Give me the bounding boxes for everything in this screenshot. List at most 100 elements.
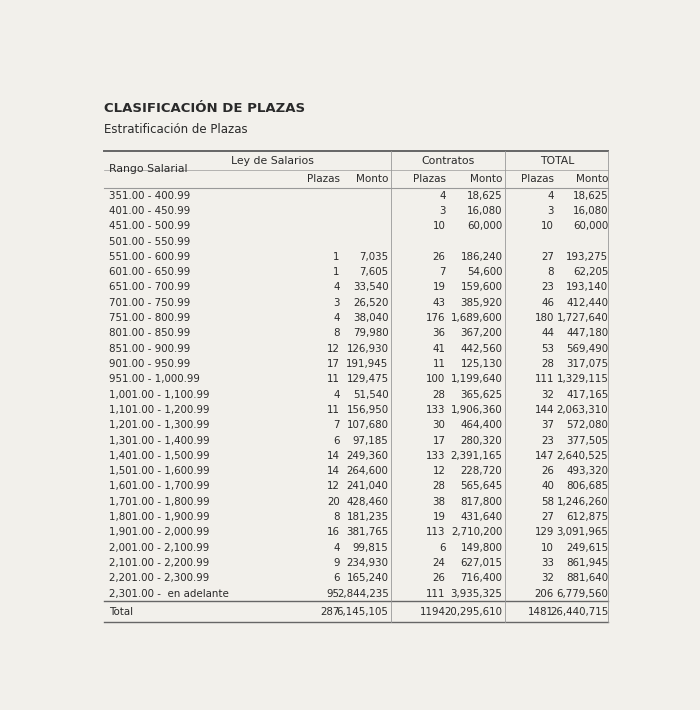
Text: Plazas: Plazas xyxy=(307,174,340,184)
Text: 249,615: 249,615 xyxy=(566,542,608,552)
Text: 23: 23 xyxy=(541,435,554,446)
Text: 16: 16 xyxy=(327,528,340,537)
Text: 32: 32 xyxy=(541,390,554,400)
Text: 14: 14 xyxy=(327,466,340,476)
Text: 11: 11 xyxy=(433,359,446,369)
Text: 3: 3 xyxy=(439,206,446,216)
Text: 901.00 - 950.99: 901.00 - 950.99 xyxy=(109,359,190,369)
Text: 367,200: 367,200 xyxy=(461,329,503,339)
Text: 3: 3 xyxy=(333,297,340,308)
Text: 234,930: 234,930 xyxy=(346,558,389,568)
Text: 806,685: 806,685 xyxy=(566,481,608,491)
Text: 572,080: 572,080 xyxy=(566,420,608,430)
Text: 249,360: 249,360 xyxy=(346,451,389,461)
Text: 801.00 - 850.99: 801.00 - 850.99 xyxy=(109,329,190,339)
Text: 33,540: 33,540 xyxy=(353,283,389,293)
Text: 1,101.00 - 1,200.99: 1,101.00 - 1,200.99 xyxy=(109,405,210,415)
Text: Ley de Salarios: Ley de Salarios xyxy=(230,155,314,165)
Text: 601.00 - 650.99: 601.00 - 650.99 xyxy=(109,267,190,277)
Text: 14: 14 xyxy=(327,451,340,461)
Text: 129,475: 129,475 xyxy=(346,374,389,384)
Text: 32: 32 xyxy=(541,573,554,584)
Text: CLASIFICACIÓN DE PLAZAS: CLASIFICACIÓN DE PLAZAS xyxy=(104,102,305,114)
Text: 38,040: 38,040 xyxy=(353,313,389,323)
Text: 10: 10 xyxy=(541,222,554,231)
Text: 1,801.00 - 1,900.99: 1,801.00 - 1,900.99 xyxy=(109,512,210,522)
Text: 287: 287 xyxy=(321,606,340,617)
Text: 6,145,105: 6,145,105 xyxy=(337,606,389,617)
Text: 20,295,610: 20,295,610 xyxy=(444,606,503,617)
Text: 612,875: 612,875 xyxy=(566,512,608,522)
Text: 3: 3 xyxy=(547,206,554,216)
Text: 365,625: 365,625 xyxy=(461,390,503,400)
Text: 817,800: 817,800 xyxy=(461,497,503,507)
Text: 442,560: 442,560 xyxy=(461,344,503,354)
Text: 12: 12 xyxy=(327,481,340,491)
Text: 26,440,715: 26,440,715 xyxy=(550,606,608,617)
Text: 493,320: 493,320 xyxy=(566,466,608,476)
Text: 4: 4 xyxy=(547,190,554,201)
Text: 1481: 1481 xyxy=(528,606,554,617)
Text: 881,640: 881,640 xyxy=(566,573,608,584)
Text: 569,490: 569,490 xyxy=(566,344,608,354)
Text: 551.00 - 600.99: 551.00 - 600.99 xyxy=(109,252,190,262)
Text: 412,440: 412,440 xyxy=(566,297,608,308)
Text: 385,920: 385,920 xyxy=(461,297,503,308)
Text: 1,301.00 - 1,400.99: 1,301.00 - 1,400.99 xyxy=(109,435,210,446)
Text: 447,180: 447,180 xyxy=(566,329,608,339)
Text: 58: 58 xyxy=(541,497,554,507)
Text: 4: 4 xyxy=(333,313,340,323)
Text: 381,765: 381,765 xyxy=(346,528,389,537)
Text: 54,600: 54,600 xyxy=(467,267,503,277)
Text: 133: 133 xyxy=(426,405,446,415)
Text: 165,240: 165,240 xyxy=(346,573,389,584)
Text: 129: 129 xyxy=(535,528,554,537)
Text: 43: 43 xyxy=(433,297,446,308)
Text: 464,400: 464,400 xyxy=(461,420,503,430)
Text: 7,605: 7,605 xyxy=(360,267,389,277)
Text: 4: 4 xyxy=(333,283,340,293)
Text: 4: 4 xyxy=(333,390,340,400)
Text: 2,640,525: 2,640,525 xyxy=(556,451,608,461)
Text: 176: 176 xyxy=(426,313,446,323)
Text: 401.00 - 450.99: 401.00 - 450.99 xyxy=(109,206,190,216)
Text: 280,320: 280,320 xyxy=(461,435,503,446)
Text: 51,540: 51,540 xyxy=(353,390,389,400)
Text: 417,165: 417,165 xyxy=(566,390,608,400)
Text: 501.00 - 550.99: 501.00 - 550.99 xyxy=(109,236,190,246)
Text: 6,779,560: 6,779,560 xyxy=(556,589,608,599)
Text: 23: 23 xyxy=(541,283,554,293)
Text: 28: 28 xyxy=(541,359,554,369)
Text: 1,701.00 - 1,800.99: 1,701.00 - 1,800.99 xyxy=(109,497,210,507)
Text: 1: 1 xyxy=(333,252,340,262)
Text: 16,080: 16,080 xyxy=(467,206,503,216)
Text: 37: 37 xyxy=(541,420,554,430)
Text: 2,710,200: 2,710,200 xyxy=(451,528,503,537)
Text: 38: 38 xyxy=(433,497,446,507)
Text: 46: 46 xyxy=(541,297,554,308)
Text: 2,301.00 -  en adelante: 2,301.00 - en adelante xyxy=(109,589,229,599)
Text: 1,246,260: 1,246,260 xyxy=(556,497,608,507)
Text: Contratos: Contratos xyxy=(421,155,475,165)
Text: 113: 113 xyxy=(426,528,446,537)
Text: 193,275: 193,275 xyxy=(566,252,608,262)
Text: 2,063,310: 2,063,310 xyxy=(556,405,608,415)
Text: 1,501.00 - 1,600.99: 1,501.00 - 1,600.99 xyxy=(109,466,210,476)
Text: 147: 147 xyxy=(535,451,554,461)
Text: 144: 144 xyxy=(535,405,554,415)
Text: 10: 10 xyxy=(541,542,554,552)
Text: 1,689,600: 1,689,600 xyxy=(451,313,503,323)
Text: 6: 6 xyxy=(439,542,446,552)
Text: 1,199,640: 1,199,640 xyxy=(451,374,503,384)
Text: 28: 28 xyxy=(433,390,446,400)
Text: Monto: Monto xyxy=(470,174,503,184)
Text: Monto: Monto xyxy=(576,174,608,184)
Text: 99,815: 99,815 xyxy=(353,542,389,552)
Text: 1,001.00 - 1,100.99: 1,001.00 - 1,100.99 xyxy=(109,390,210,400)
Text: 12: 12 xyxy=(327,344,340,354)
Text: 7: 7 xyxy=(439,267,446,277)
Text: 716,400: 716,400 xyxy=(461,573,503,584)
Text: 431,640: 431,640 xyxy=(461,512,503,522)
Text: 60,000: 60,000 xyxy=(573,222,608,231)
Text: 11: 11 xyxy=(327,405,340,415)
